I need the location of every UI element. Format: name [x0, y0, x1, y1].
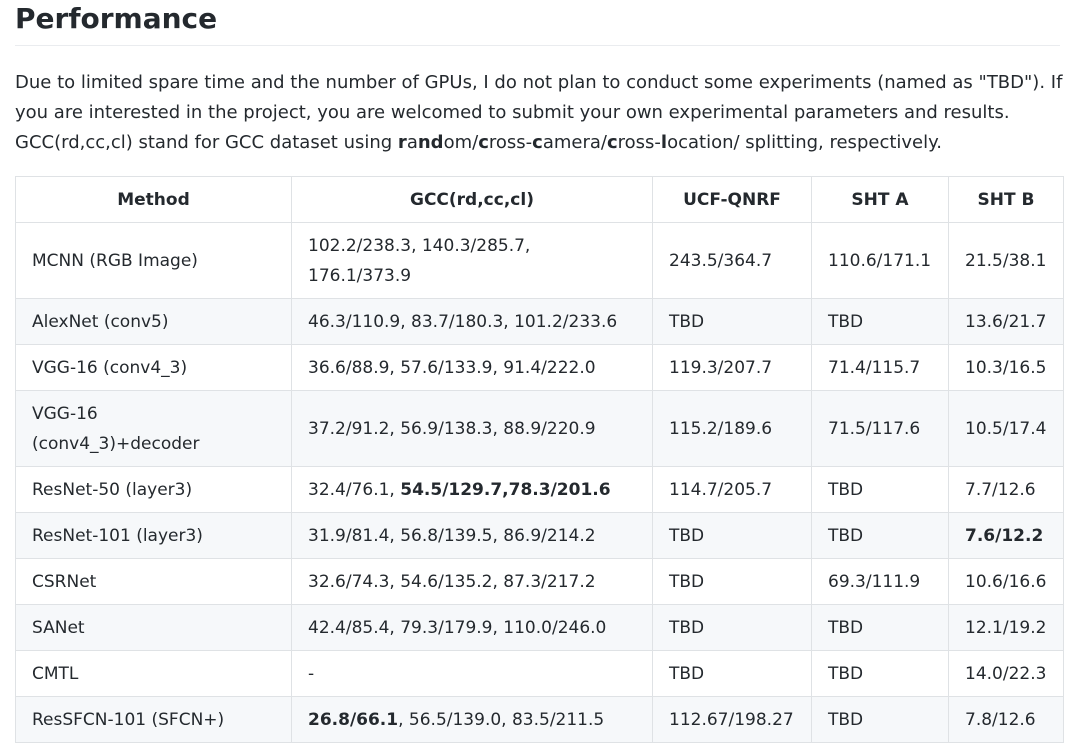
- cell-method: CMTL: [15, 650, 292, 697]
- cell-method: VGG-16 (conv4_3)+decoder: [15, 390, 292, 467]
- cell-gcc: 46.3/110.9, 83.7/180.3, 101.2/233.6: [291, 298, 653, 345]
- cell-sht-a: TBD: [811, 466, 949, 513]
- cell-sht-b: 10.3/16.5: [948, 344, 1064, 391]
- cell-sht-a: TBD: [811, 298, 949, 345]
- section-heading: Performance: [15, 2, 218, 35]
- cell-method: ResNet-101 (layer3): [15, 512, 292, 559]
- cell-ucf: 112.67/198.27: [652, 696, 812, 743]
- table-row: ResSFCN-101 (SFCN+) 26.8/66.1, 56.5/139.…: [15, 696, 1064, 743]
- intro-line-2: you are interested in the project, you a…: [15, 102, 1010, 123]
- cell-sht-a: TBD: [811, 696, 949, 743]
- cell-ucf: TBD: [652, 650, 812, 697]
- cell-ucf: TBD: [652, 604, 812, 651]
- cell-gcc: 102.2/238.3, 140.3/285.7, 176.1/373.9: [291, 222, 653, 299]
- table-row: ResNet-101 (layer3) 31.9/81.4, 56.8/139.…: [15, 512, 1064, 559]
- header-ucf-qnrf: UCF-QNRF: [652, 176, 812, 223]
- cell-sht-a: TBD: [811, 650, 949, 697]
- table-row: AlexNet (conv5) 46.3/110.9, 83.7/180.3, …: [15, 298, 1064, 345]
- cell-ucf: TBD: [652, 298, 812, 345]
- cell-sht-b: 14.0/22.3: [948, 650, 1064, 697]
- cell-sht-b: 7.6/12.2: [948, 512, 1064, 559]
- cell-sht-a: 110.6/171.1: [811, 222, 949, 299]
- cell-sht-b: 10.5/17.4: [948, 390, 1064, 467]
- intro-paragraph: Due to limited spare time and the number…: [15, 68, 1063, 158]
- cell-sht-b: 13.6/21.7: [948, 298, 1064, 345]
- table-row: VGG-16 (conv4_3)+decoder 37.2/91.2, 56.9/…: [15, 390, 1064, 467]
- intro-line-3: GCC(rd,cc,cl) stand for GCC dataset usin…: [15, 132, 942, 153]
- cell-method: AlexNet (conv5): [15, 298, 292, 345]
- cell-gcc: 36.6/88.9, 57.6/133.9, 91.4/222.0: [291, 344, 653, 391]
- cell-method: ResSFCN-101 (SFCN+): [15, 696, 292, 743]
- table-row: CMTL - TBD TBD 14.0/22.3: [15, 650, 1064, 697]
- cell-method: VGG-16 (conv4_3): [15, 344, 292, 391]
- performance-table: Method GCC(rd,cc,cl) UCF-QNRF SHT A SHT …: [15, 176, 1064, 743]
- cell-sht-b: 21.5/38.1: [948, 222, 1064, 299]
- table-row: ResNet-50 (layer3) 32.4/76.1, 54.5/129.7…: [15, 466, 1064, 513]
- cell-gcc: 31.9/81.4, 56.8/139.5, 86.9/214.2: [291, 512, 653, 559]
- intro-line-1: Due to limited spare time and the number…: [15, 72, 1063, 93]
- header-sht-b: SHT B: [948, 176, 1064, 223]
- cell-ucf: 114.7/205.7: [652, 466, 812, 513]
- header-gcc: GCC(rd,cc,cl): [291, 176, 653, 223]
- table-row: MCNN (RGB Image) 102.2/238.3, 140.3/285.…: [15, 222, 1064, 299]
- cell-gcc: 42.4/85.4, 79.3/179.9, 110.0/246.0: [291, 604, 653, 651]
- cell-sht-b: 7.8/12.6: [948, 696, 1064, 743]
- table-header-row: Method GCC(rd,cc,cl) UCF-QNRF SHT A SHT …: [15, 176, 1064, 223]
- cell-method: SANet: [15, 604, 292, 651]
- cell-sht-b: 7.7/12.6: [948, 466, 1064, 513]
- cell-ucf: 243.5/364.7: [652, 222, 812, 299]
- cell-sht-a: 69.3/111.9: [811, 558, 949, 605]
- header-sht-a: SHT A: [811, 176, 949, 223]
- cell-method: ResNet-50 (layer3): [15, 466, 292, 513]
- cell-method: CSRNet: [15, 558, 292, 605]
- cell-sht-b: 12.1/19.2: [948, 604, 1064, 651]
- table-row: VGG-16 (conv4_3) 36.6/88.9, 57.6/133.9, …: [15, 344, 1064, 391]
- table-row: SANet 42.4/85.4, 79.3/179.9, 110.0/246.0…: [15, 604, 1064, 651]
- cell-ucf: TBD: [652, 512, 812, 559]
- cell-ucf: 119.3/207.7: [652, 344, 812, 391]
- cell-sht-b: 10.6/16.6: [948, 558, 1064, 605]
- cell-gcc: 37.2/91.2, 56.9/138.3, 88.9/220.9: [291, 390, 653, 467]
- cell-gcc: 26.8/66.1, 56.5/139.0, 83.5/211.5: [291, 696, 653, 743]
- header-method: Method: [15, 176, 292, 223]
- cell-sht-a: TBD: [811, 512, 949, 559]
- cell-gcc: 32.6/74.3, 54.6/135.2, 87.3/217.2: [291, 558, 653, 605]
- heading-divider: [15, 45, 1060, 46]
- cell-ucf: TBD: [652, 558, 812, 605]
- cell-ucf: 115.2/189.6: [652, 390, 812, 467]
- cell-sht-a: 71.4/115.7: [811, 344, 949, 391]
- cell-gcc: -: [291, 650, 653, 697]
- cell-sht-a: 71.5/117.6: [811, 390, 949, 467]
- cell-sht-a: TBD: [811, 604, 949, 651]
- cell-gcc: 32.4/76.1, 54.5/129.7,78.3/201.6: [291, 466, 653, 513]
- table-row: CSRNet 32.6/74.3, 54.6/135.2, 87.3/217.2…: [15, 558, 1064, 605]
- cell-method: MCNN (RGB Image): [15, 222, 292, 299]
